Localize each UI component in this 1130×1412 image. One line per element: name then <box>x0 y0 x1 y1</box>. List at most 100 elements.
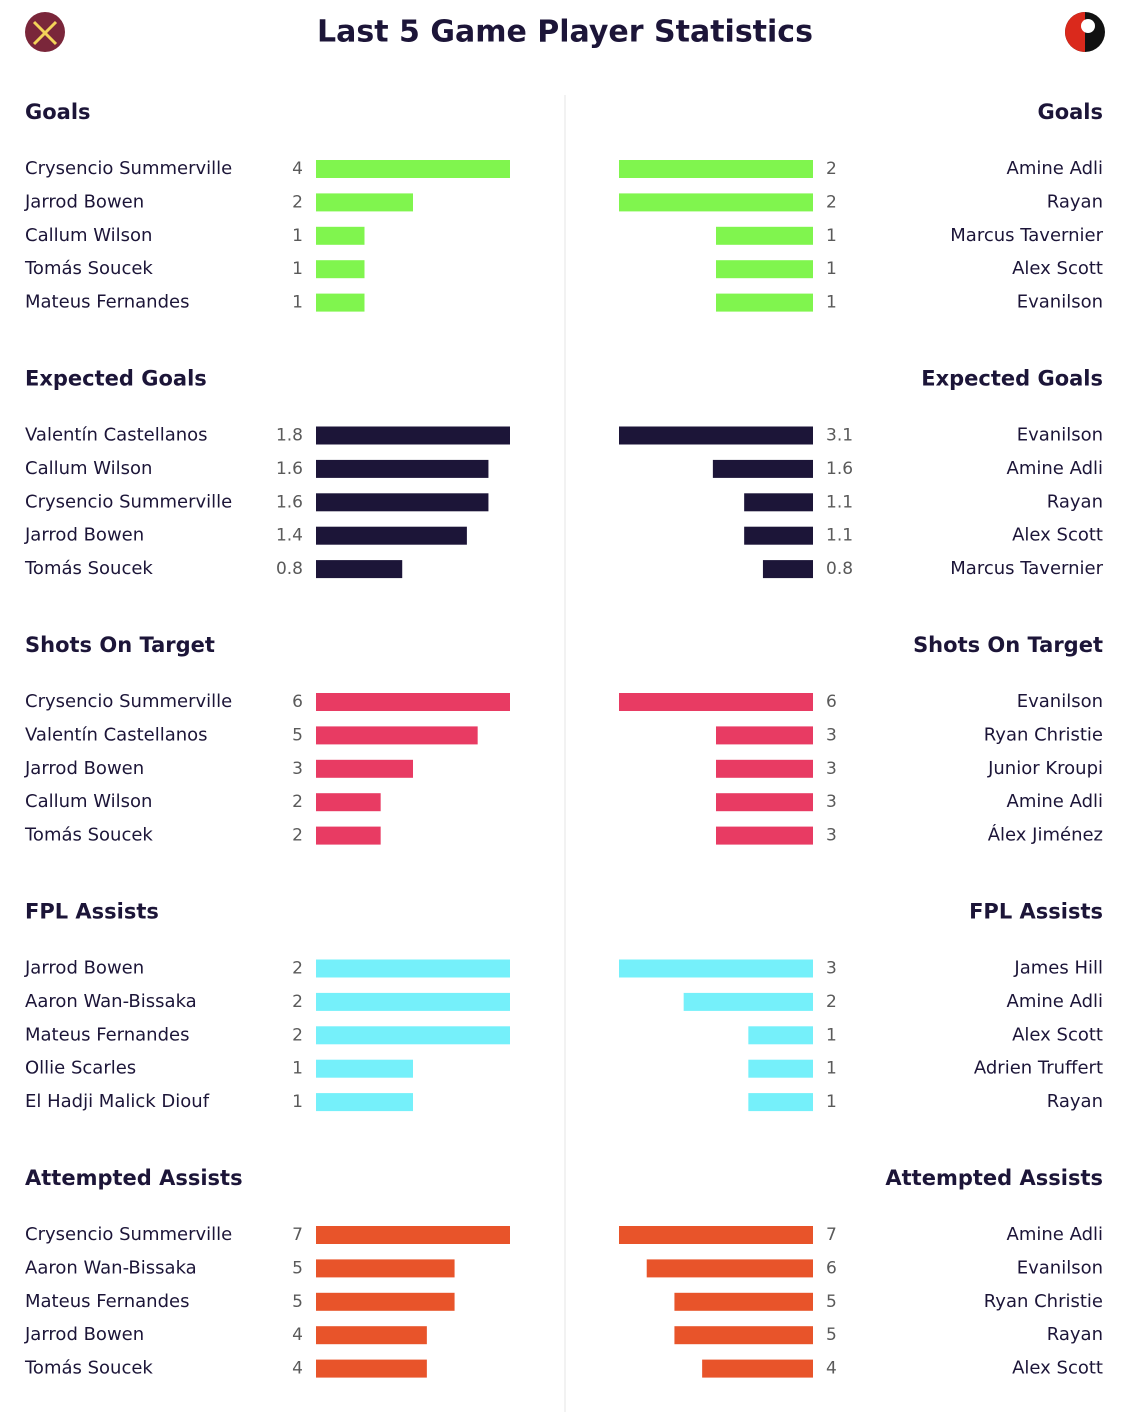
player-name: Crysencio Summerville <box>25 491 232 512</box>
value-label: 3.1 <box>826 426 853 446</box>
value-label: 1.6 <box>276 492 303 512</box>
bar <box>702 1359 813 1378</box>
value-label: 7 <box>826 1225 837 1245</box>
bar <box>674 1292 813 1311</box>
bar <box>683 992 813 1011</box>
value-label: 3 <box>292 759 303 779</box>
value-label: 5 <box>826 1292 837 1312</box>
bar <box>646 1259 813 1278</box>
bar <box>316 493 489 512</box>
bar <box>619 693 813 711</box>
value-label: 5 <box>826 1325 837 1345</box>
player-name: El Hadji Malick Diouf <box>25 1091 210 1112</box>
bar <box>744 526 813 545</box>
bar <box>316 992 510 1011</box>
player-name: Tomás Soucek <box>24 1358 153 1379</box>
section-title: Attempted Assists <box>885 1166 1103 1190</box>
player-name: Ryan Christie <box>984 724 1103 745</box>
player-name: Rayan <box>1047 1091 1103 1112</box>
player-name: Adrien Truffert <box>974 1058 1103 1079</box>
value-label: 1 <box>292 1092 303 1112</box>
section-title: Goals <box>1037 100 1103 124</box>
bar <box>619 1226 813 1244</box>
bar <box>316 1326 427 1345</box>
value-label: 4 <box>826 1359 837 1379</box>
player-name: Callum Wilson <box>25 458 152 479</box>
value-label: 1.4 <box>276 526 303 546</box>
value-label: 2 <box>826 159 837 179</box>
bar <box>316 1259 455 1278</box>
value-label: 3 <box>826 725 837 745</box>
value-label: 1.1 <box>826 492 853 512</box>
value-label: 5 <box>292 1292 303 1312</box>
bar <box>716 793 813 812</box>
player-name: Callum Wilson <box>25 791 152 812</box>
value-label: 6 <box>826 692 837 712</box>
value-label: 4 <box>292 1359 303 1379</box>
player-name: Jarrod Bowen <box>24 958 144 979</box>
bar <box>316 160 510 178</box>
section-title: FPL Assists <box>969 900 1103 924</box>
player-name: Alex Scott <box>1012 258 1103 279</box>
player-name: Evanilson <box>1017 1257 1103 1278</box>
value-label: 1 <box>292 293 303 313</box>
page-title: Last 5 Game Player Statistics <box>317 15 813 50</box>
bar <box>748 1059 813 1078</box>
player-name: Amine Adli <box>1007 991 1103 1012</box>
value-label: 1.8 <box>276 426 303 446</box>
value-label: 2 <box>292 959 303 979</box>
player-name: Mateus Fernandes <box>25 1024 189 1045</box>
player-name: Evanilson <box>1017 292 1103 313</box>
bar <box>316 1059 413 1078</box>
bar <box>316 1093 413 1112</box>
section-title: Expected Goals <box>25 367 207 391</box>
section-title: Goals <box>25 100 91 124</box>
bar <box>316 260 365 279</box>
section-title: Shots On Target <box>25 633 215 657</box>
player-name: Tomás Soucek <box>24 258 153 279</box>
value-label: 0.8 <box>826 559 853 579</box>
bar <box>316 226 365 245</box>
value-label: 4 <box>292 1325 303 1345</box>
value-label: 1 <box>292 259 303 279</box>
bar <box>316 526 467 545</box>
value-label: 3 <box>826 826 837 846</box>
value-label: 7 <box>292 1225 303 1245</box>
player-name: Tomás Soucek <box>24 825 153 846</box>
bar <box>712 459 813 478</box>
section-title: Shots On Target <box>913 633 1103 657</box>
bar <box>316 1292 455 1311</box>
bar <box>316 826 381 845</box>
value-label: 1 <box>292 1059 303 1079</box>
player-name: Jarrod Bowen <box>24 191 144 212</box>
bar <box>316 293 365 312</box>
bar <box>716 293 813 312</box>
player-name: Valentín Castellanos <box>25 724 208 745</box>
player-name: Rayan <box>1047 491 1103 512</box>
bar <box>316 560 403 579</box>
value-label: 6 <box>826 1258 837 1278</box>
player-name: Rayan <box>1047 1324 1103 1345</box>
player-name: Junior Kroupi <box>987 758 1103 779</box>
section-title: FPL Assists <box>25 900 159 924</box>
bar <box>762 560 813 579</box>
player-name: Jarrod Bowen <box>24 525 144 546</box>
value-label: 3 <box>826 959 837 979</box>
bar <box>316 1026 510 1045</box>
value-label: 2 <box>292 992 303 1012</box>
section-title: Expected Goals <box>921 367 1103 391</box>
player-name: Evanilson <box>1017 425 1103 446</box>
value-label: 5 <box>292 725 303 745</box>
value-label: 1 <box>826 293 837 313</box>
player-name: Álex Jiménez <box>988 824 1103 846</box>
bar <box>619 193 813 212</box>
bar <box>716 260 813 279</box>
bar <box>316 1359 427 1378</box>
section-title: Attempted Assists <box>25 1166 243 1190</box>
value-label: 1.6 <box>276 459 303 479</box>
player-name: Mateus Fernandes <box>25 1291 189 1312</box>
player-name: Evanilson <box>1017 691 1103 712</box>
player-name: Rayan <box>1047 191 1103 212</box>
player-name: Amine Adli <box>1007 1224 1103 1245</box>
player-name: Ollie Scarles <box>25 1058 136 1079</box>
